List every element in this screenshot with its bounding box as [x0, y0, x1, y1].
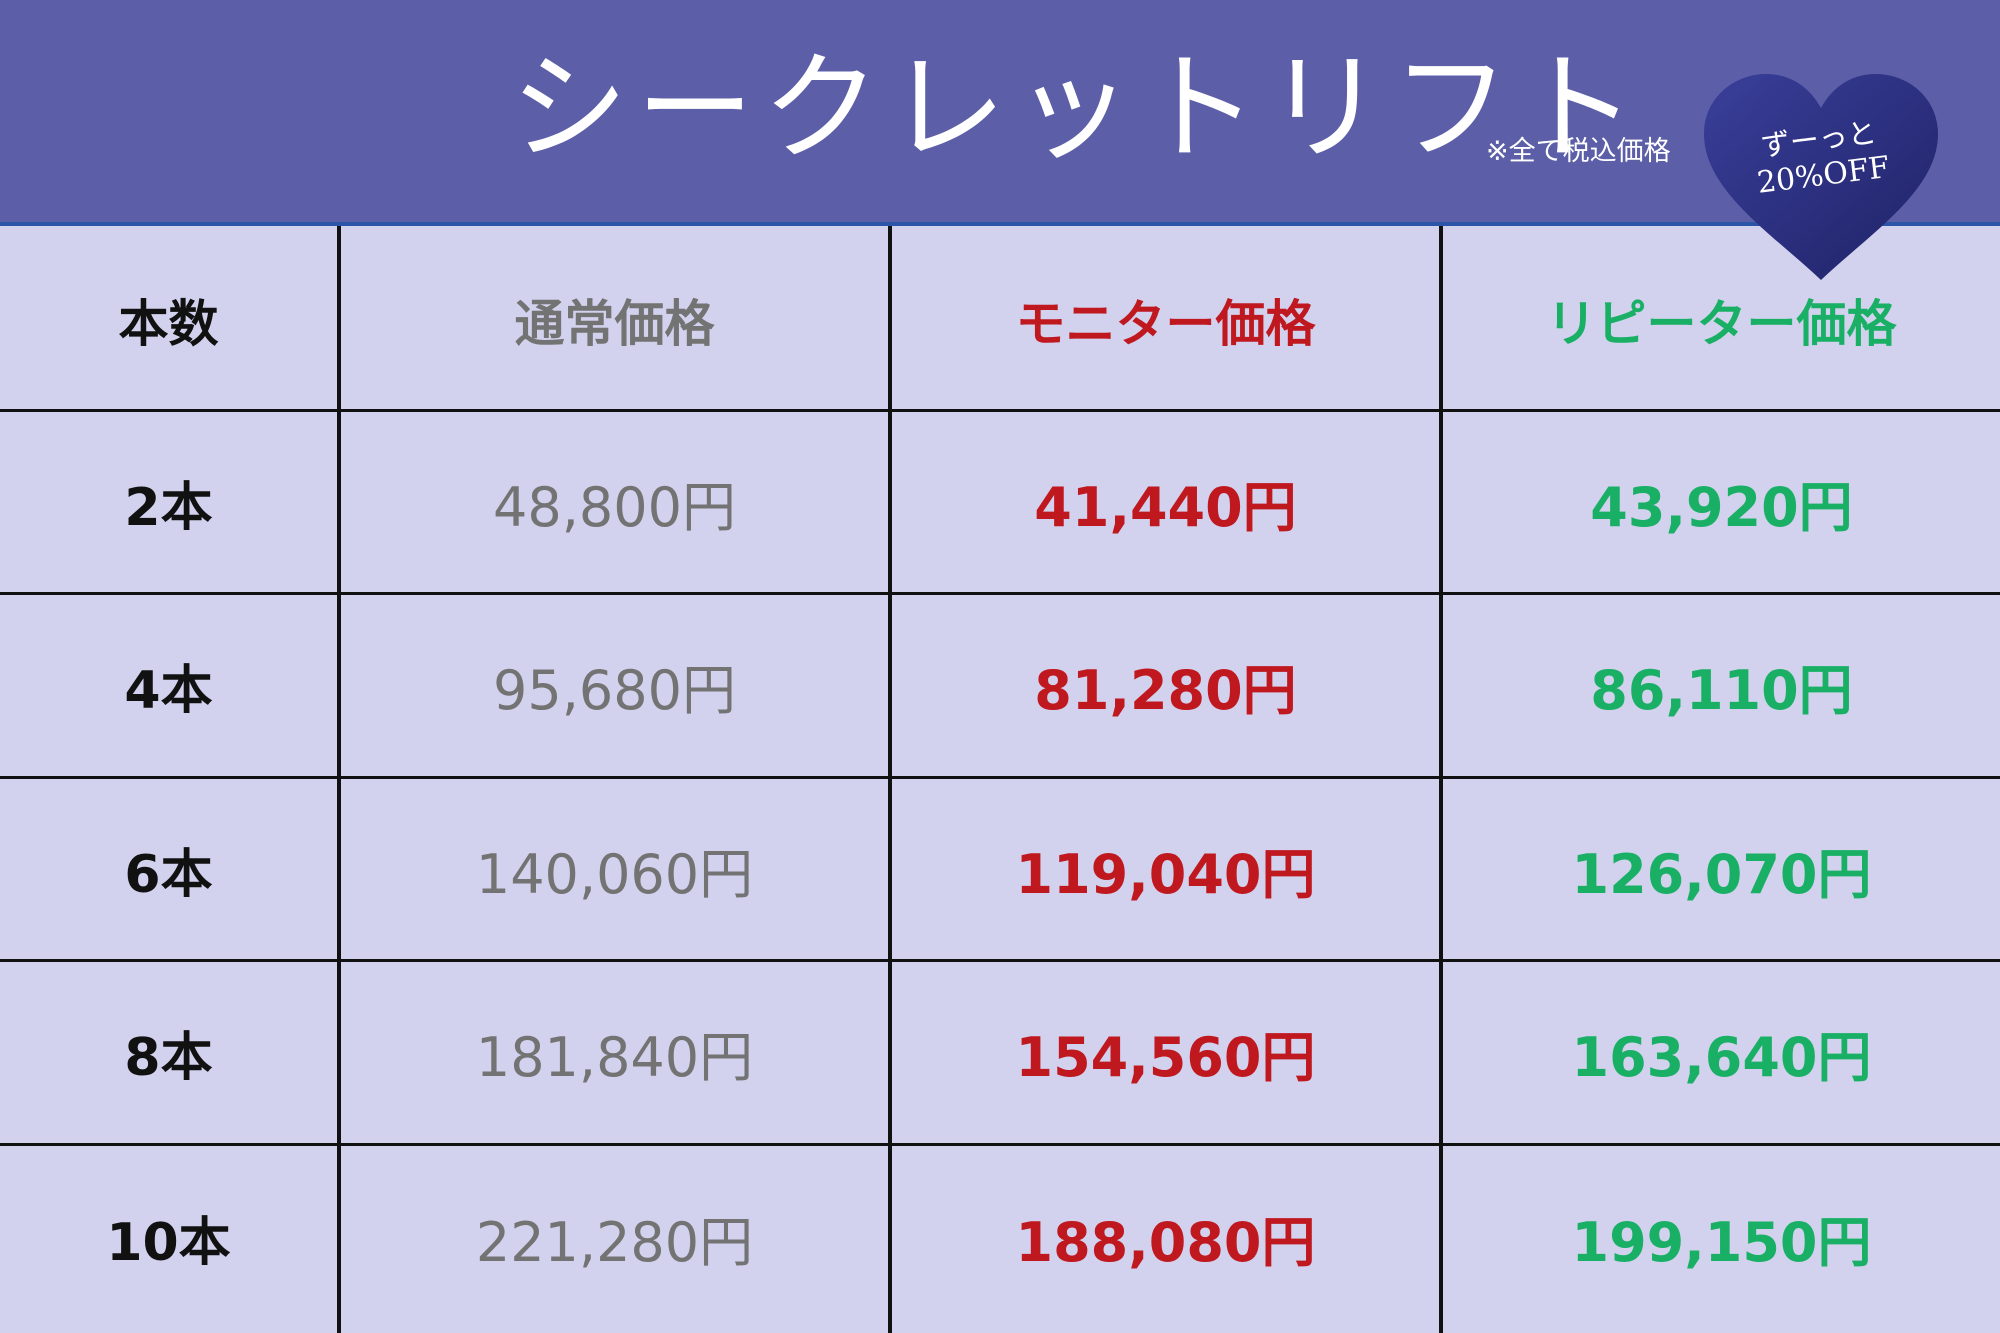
row-divider	[0, 776, 2000, 779]
title-banner: シークレットリフト ※全て税込価格	[0, 0, 2000, 226]
monitor-price-cell: 188,080円	[1015, 1210, 1316, 1274]
repeater-price-cell: 126,070円	[1571, 842, 1872, 906]
column-divider	[1439, 226, 1443, 1333]
discount-heart-badge: ずーっと 20%OFF	[1700, 72, 1942, 284]
row-count: 8本	[124, 1028, 213, 1088]
normal-price-cell: 95,680円	[493, 659, 736, 722]
normal-price-cell: 181,840円	[475, 1026, 754, 1089]
tax-note: ※全て税込価格	[1486, 136, 1671, 167]
repeater-price-cell: 86,110円	[1590, 659, 1853, 722]
heart-icon	[1704, 74, 1938, 280]
page-title: シークレットリフト	[510, 39, 1645, 177]
monitor-price-cell: 81,280円	[1034, 659, 1297, 722]
normal-price-cell: 48,800円	[493, 475, 736, 539]
normal-price-cell: 140,060円	[475, 842, 754, 906]
monitor-price-cell: 154,560円	[1015, 1026, 1316, 1089]
row-count: 10本	[106, 1212, 231, 1273]
column-header-repeater-price: リピーター価格	[1546, 294, 1897, 353]
column-header-monitor-price: モニター価格	[1015, 294, 1316, 353]
row-count: 2本	[124, 477, 213, 538]
row-divider	[0, 409, 2000, 412]
repeater-price-cell: 163,640円	[1571, 1026, 1872, 1089]
column-divider	[888, 226, 892, 1333]
repeater-price-cell: 43,920円	[1590, 475, 1853, 539]
row-divider	[0, 1143, 2000, 1146]
row-count: 4本	[124, 661, 213, 721]
row-divider	[0, 592, 2000, 595]
column-divider	[337, 226, 341, 1333]
column-header-count: 本数	[118, 294, 219, 353]
column-header-normal-price: 通常価格	[514, 294, 715, 353]
repeater-price-cell: 199,150円	[1571, 1210, 1872, 1274]
monitor-price-cell: 119,040円	[1015, 842, 1316, 906]
row-divider	[0, 959, 2000, 962]
row-count: 6本	[124, 844, 213, 905]
monitor-price-cell: 41,440円	[1034, 475, 1297, 539]
normal-price-cell: 221,280円	[475, 1210, 754, 1274]
